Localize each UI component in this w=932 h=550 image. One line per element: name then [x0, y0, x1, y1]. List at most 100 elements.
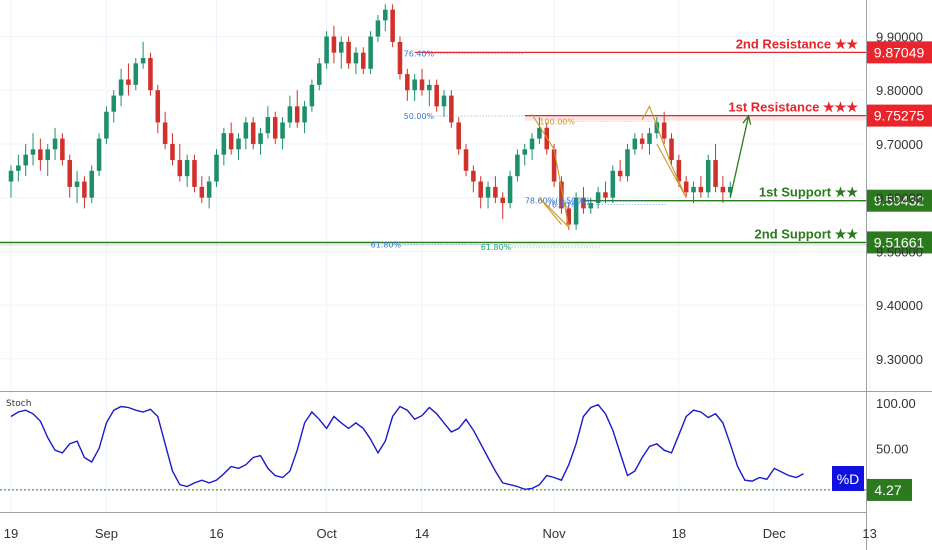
time-tick-1: Sep [95, 526, 118, 541]
price-tick-2: 9.50000 [876, 244, 923, 259]
candle-body-29 [221, 133, 227, 155]
candle-body-57 [427, 84, 432, 91]
candle-body-40 [302, 106, 307, 123]
candle-body-0 [8, 170, 14, 182]
stoch-line-label: %D [837, 471, 860, 487]
candle-body-50 [375, 20, 381, 37]
candle-body-93 [691, 186, 696, 193]
candle-body-19 [148, 58, 153, 91]
candle-body-95 [705, 160, 711, 193]
fib-label-5: 61.80% [371, 240, 402, 249]
price-tag-0: 9.87049 [874, 44, 925, 60]
price-tick-1: 9.40000 [876, 298, 923, 313]
candle-body-84 [625, 149, 630, 177]
price-axis[interactable]: 9.87049 9.75275 9.59432 9.51661 9.30000 9.400… [867, 30, 932, 367]
candle-body-16 [126, 79, 131, 85]
candle-body-87 [647, 133, 652, 144]
price-tick-6: 9.90000 [876, 30, 923, 45]
projection-arrow-shaft [729, 115, 750, 198]
level-lines: 2nd Resistance ★★ 1st Resistance ★★★ 1st S… [0, 36, 866, 244]
candle-body-36 [272, 117, 278, 139]
candle-body-25 [192, 160, 197, 187]
projection-arrow-head [742, 114, 752, 125]
fib-labels: 76.40%50.00%100.00%78.60%(9.5900)76.40%6… [371, 50, 667, 252]
price-tag-2: 9.59432 [874, 193, 925, 209]
candle-body-13 [104, 111, 109, 139]
stoch-line [10, 403, 804, 491]
stoch-tick-1: 50.00 [876, 441, 909, 456]
candle-body-49 [368, 36, 373, 69]
candle-body-1 [16, 165, 21, 171]
time-tick-3: Oct [316, 526, 337, 541]
candle-body-20 [155, 90, 161, 123]
candle-body-76 [566, 208, 572, 225]
candle-body-47 [353, 52, 359, 64]
price-tag-bg-3 [867, 231, 932, 254]
candle-body-85 [632, 138, 638, 150]
candle-body-9 [74, 181, 80, 187]
candle-body-43 [324, 36, 329, 64]
time-tick-8: 13 [862, 526, 876, 541]
level-zones [0, 115, 866, 246]
candle-body-55 [412, 79, 417, 91]
candle-body-14 [111, 95, 117, 112]
candle-body-90 [669, 138, 674, 161]
pattern-drawings [531, 105, 752, 229]
candle-body-62 [463, 149, 469, 171]
time-tick-7: Dec [763, 526, 787, 541]
candle-body-8 [67, 160, 72, 187]
candle-body-45 [338, 41, 344, 53]
price-tag-bg-1 [867, 104, 932, 127]
level-label-0: 2nd Resistance ★★ [736, 36, 859, 51]
candle-body-80 [595, 192, 601, 204]
candle-body-82 [610, 170, 616, 198]
candle-body-15 [118, 79, 124, 96]
candle-body-69 [515, 154, 520, 177]
candle-body-37 [280, 122, 285, 139]
candle-body-12 [96, 138, 102, 171]
candles [8, 4, 733, 230]
level-label-2: 1st Support ★★ [759, 185, 858, 200]
candle-body-26 [199, 186, 205, 198]
price-tag-bg-0 [867, 41, 932, 64]
candle-body-24 [184, 160, 190, 177]
candle-body-4 [38, 149, 43, 161]
candle-body-54 [405, 74, 410, 91]
time-axis[interactable]: 19 Sep 16 Oct 14 Nov 18 Dec 13 [4, 526, 877, 541]
candle-body-94 [698, 186, 704, 193]
candle-body-72 [537, 127, 542, 139]
candle-body-33 [250, 122, 256, 144]
candle-body-30 [228, 133, 234, 150]
candle-body-10 [82, 181, 87, 198]
candle-body-66 [493, 186, 498, 198]
fib-label-0: 76.40% [404, 50, 435, 59]
candle-body-44 [331, 36, 337, 53]
price-tick-5: 9.80000 [876, 83, 923, 98]
candle-body-22 [170, 143, 175, 161]
candle-body-59 [441, 95, 447, 107]
level-label-1: 1st Resistance ★★★ [728, 100, 858, 115]
candle-body-31 [236, 138, 241, 150]
candle-body-18 [140, 58, 146, 64]
price-tag-1: 9.75275 [874, 108, 925, 124]
price-tick-0: 9.30000 [876, 352, 923, 367]
candle-body-79 [588, 203, 594, 209]
stoch-value-tag-bg [867, 478, 912, 501]
candle-body-67 [500, 197, 505, 204]
candle-body-5 [45, 149, 50, 161]
time-tick-2: 16 [209, 526, 223, 541]
candle-body-58 [434, 84, 439, 107]
fib-label-2: 100.00% [539, 117, 575, 126]
candle-body-75 [559, 181, 564, 209]
pattern-right [641, 105, 687, 198]
candle-body-17 [133, 63, 139, 85]
time-tick-6: 18 [672, 526, 686, 541]
candle-body-60 [449, 95, 454, 123]
fib-label-3: 78.60%(9.5900) [525, 196, 590, 205]
candle-body-77 [573, 197, 579, 225]
candle-body-41 [309, 84, 315, 107]
candle-body-11 [89, 170, 95, 198]
time-tick-4: 14 [415, 526, 429, 541]
